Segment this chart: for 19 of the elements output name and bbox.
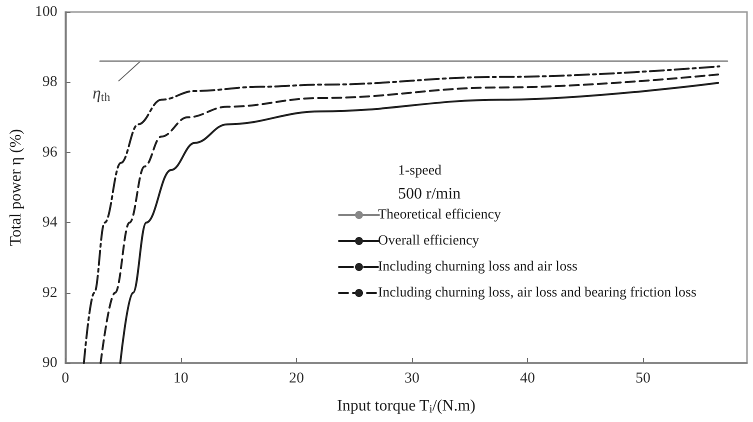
- x-tick-label: 0: [62, 370, 70, 386]
- x-tick-label: 20: [288, 370, 304, 386]
- y-tick-label: 92: [42, 284, 58, 301]
- y-tick-label: 96: [42, 144, 58, 160]
- legend-label: Theoretical efficiency: [378, 208, 501, 222]
- y-tick-label: 100: [34, 4, 58, 20]
- annotation: 500 r/min: [398, 186, 461, 202]
- x-tick-label: 40: [520, 370, 535, 386]
- x-tick-label: 10: [173, 370, 188, 386]
- annotation: 1-speed: [398, 164, 442, 178]
- y-tick-label: 94: [42, 214, 58, 231]
- x-tick-label: 30: [404, 370, 420, 386]
- legend-label: Including churning loss and air loss: [378, 260, 578, 274]
- y-tick-label: 98: [42, 74, 58, 90]
- y-axis-title: Total power η (%): [8, 129, 24, 246]
- y-tick-label: 90: [42, 355, 58, 371]
- x-tick-label: 50: [636, 370, 651, 386]
- legend-label: Including churning loss, air loss and bearing friction loss: [378, 286, 696, 300]
- legend-label: Overall efficiency: [378, 234, 480, 248]
